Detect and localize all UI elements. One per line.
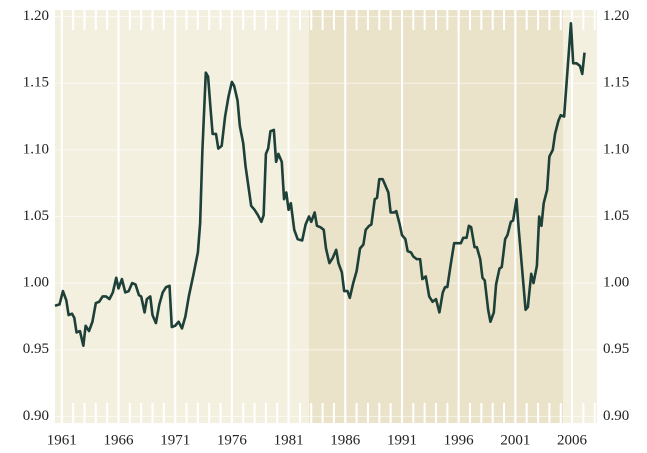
y-tick-label-right: 1.15 [603, 75, 629, 91]
y-tick-label-right: 0.90 [603, 408, 629, 424]
x-tick-label: 1986 [330, 432, 361, 448]
y-tick-label: 0.95 [23, 341, 49, 357]
line [54, 22, 586, 348]
x-tick-label: 1971 [160, 432, 190, 448]
x-tick-label: 2006 [557, 432, 588, 448]
y-tick-label-right: 0.95 [603, 341, 629, 357]
y-tick-label-right: 1.10 [603, 141, 629, 157]
y-tick-label-right: 1.05 [603, 208, 629, 224]
x-tick-label: 1966 [103, 432, 134, 448]
y-tick-label: 1.15 [23, 75, 49, 91]
y-tick-label: 1.05 [23, 208, 49, 224]
x-tick-label: 1981 [274, 432, 304, 448]
x-tick-label: 1961 [47, 432, 77, 448]
y-tick-label: 1.00 [23, 275, 49, 291]
y-tick-label: 1.10 [23, 141, 49, 157]
x-tick-label: 1991 [387, 432, 417, 448]
x-tick-label: 2001 [500, 432, 530, 448]
y-tick-label-right: 1.20 [603, 8, 629, 24]
x-tick-label: 1976 [217, 432, 248, 448]
y-tick-label-right: 1.00 [603, 275, 629, 291]
y-tick-label: 1.20 [23, 8, 49, 24]
y-tick-label: 0.90 [23, 408, 49, 424]
x-tick-label: 1996 [444, 432, 475, 448]
